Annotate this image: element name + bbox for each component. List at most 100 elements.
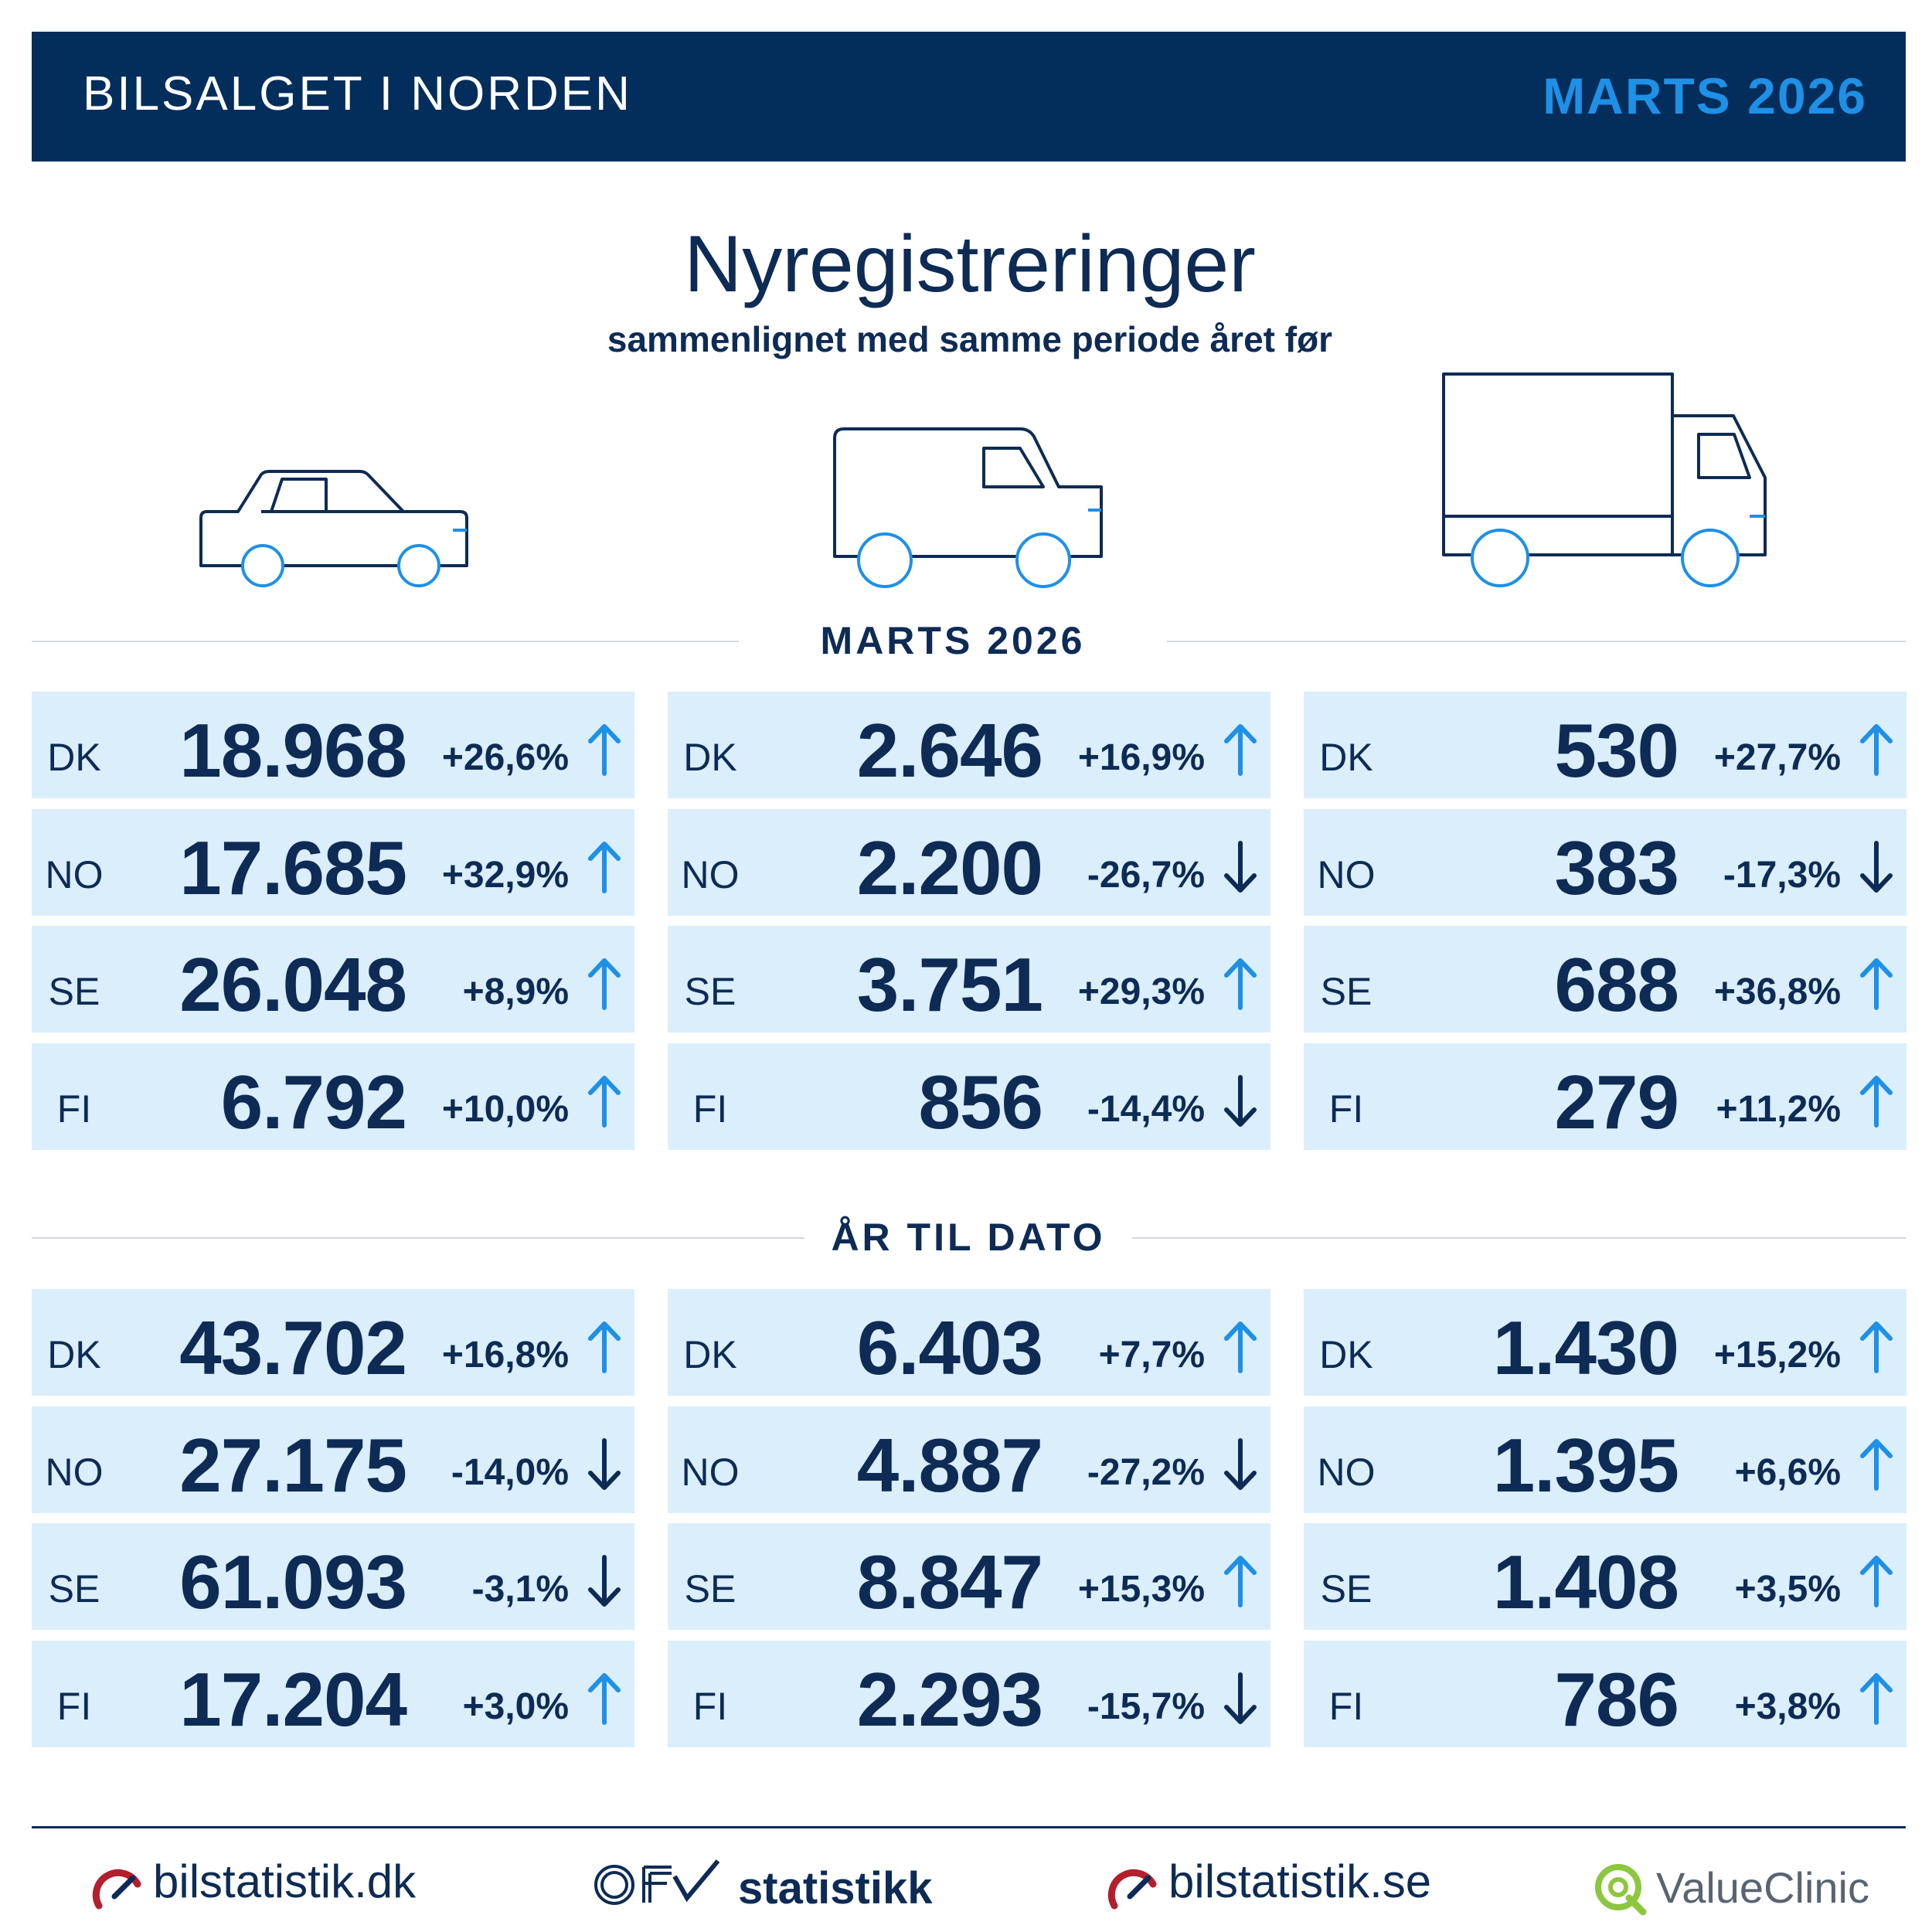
divider-rule [1132,1237,1906,1239]
registration-count: 383 [1554,825,1679,910]
stat-row: DK 1.430 +15,2% [1304,1289,1906,1396]
arrow-down-icon [1224,1075,1257,1127]
stat-row: DK 6.403 +7,7% [668,1289,1270,1396]
registration-count: 6.403 [856,1305,1043,1390]
change-percent: +26,6% [441,737,569,778]
stat-row: SE 61.093 -3,1% [32,1523,634,1630]
stat-row: FI 17.204 +3,0% [32,1641,634,1747]
registration-count: 2.293 [856,1657,1043,1742]
arrow-up-icon [1224,1556,1257,1607]
footer-logo-bilstatistik-se[interactable]: bilstatistik.se [1107,1847,1462,1917]
country-code: FI [56,1087,92,1131]
stat-row: SE 1.408 +3,5% [1304,1523,1906,1630]
arrow-up-icon [1860,1556,1893,1607]
country-code: DK [1319,1333,1373,1376]
country-code: NO [681,853,740,896]
change-percent: +15,3% [1077,1569,1205,1610]
registration-count: 18.968 [179,708,407,793]
registration-count: 27.175 [179,1423,407,1508]
registration-count: 1.408 [1492,1539,1679,1624]
country-code: FI [1328,1087,1364,1131]
stat-row: FI 786 +3,8% [1304,1641,1906,1747]
arrow-down-icon [1860,841,1893,893]
country-code: DK [1319,736,1373,779]
country-code: DK [47,1333,101,1376]
arrow-up-icon [1224,958,1257,1010]
gauge-icon [92,1869,141,1910]
country-code: SE [684,1567,736,1611]
footer-logo-text: bilstatistik.dk [153,1855,417,1907]
country-code: SE [48,970,100,1013]
country-code: FI [692,1087,728,1131]
footer-rule [32,1826,1906,1828]
country-code: DK [47,736,101,779]
change-percent: +11,2% [1716,1089,1841,1130]
registration-count: 26.048 [179,942,407,1027]
arrow-down-icon [1224,1438,1257,1490]
change-percent: +3,5% [1734,1569,1841,1610]
divider-rule [32,1237,804,1239]
footer-logo-bilstatistik-dk[interactable]: bilstatistik.dk [91,1847,447,1917]
arrow-down-icon [588,1438,621,1490]
arrow-up-icon [1860,1321,1893,1373]
registration-count: 2.200 [856,825,1043,910]
ofv-logo-icon [594,1859,720,1905]
stat-row: SE 8.847 +15,3% [668,1523,1270,1630]
footer-logo-valueclinic[interactable]: ValueClinic [1590,1847,1915,1917]
change-percent: +27,7% [1713,737,1841,778]
page-subtitle: sammenlignet med samme periode året før [607,319,1333,359]
header-period: MARTS 2026 [1543,67,1867,124]
change-percent: +16,9% [1077,737,1205,778]
country-code: FI [56,1685,92,1728]
stat-row: FI 2.293 -15,7% [668,1641,1270,1747]
change-percent: +16,8% [441,1335,569,1376]
country-code: SE [1320,970,1372,1013]
country-code: NO [681,1451,740,1494]
arrow-up-icon [588,958,621,1010]
arrow-down-icon [1224,1672,1257,1724]
country-code: NO [45,1451,104,1494]
change-percent: -3,1% [471,1569,569,1610]
registration-count: 8.847 [856,1539,1043,1624]
divider-rule [1167,641,1906,642]
registration-count: 279 [1554,1060,1679,1145]
footer-logo-ofv-statistikk[interactable]: statistikk [591,1847,962,1917]
arrow-up-icon [588,1673,621,1725]
stat-row: SE 3.751 +29,3% [668,926,1270,1032]
stat-row: SE 26.048 +8,9% [32,926,634,1032]
change-percent: +15,2% [1713,1335,1841,1376]
truck-icon [1442,372,1767,587]
registration-count: 3.751 [856,942,1043,1027]
registration-count: 43.702 [179,1305,407,1390]
stat-row: NO 17.685 +32,9% [32,809,634,916]
registration-count: 17.204 [179,1657,407,1742]
gauge-icon [1107,1869,1157,1910]
footer-logo-text: statistikk [738,1863,933,1913]
stat-row: DK 2.646 +16,9% [668,692,1270,798]
change-percent: +7,7% [1098,1335,1205,1376]
stat-row: FI 279 +11,2% [1304,1043,1906,1150]
valueclinic-q-icon [1595,1864,1647,1916]
section-label-month: MARTS 2026 [820,619,1086,662]
arrow-up-icon [588,842,621,893]
stat-row: DK 18.968 +26,6% [32,692,634,798]
section-label-ytd: ÅR TIL DATO [831,1216,1106,1259]
change-percent: +32,9% [441,855,569,896]
change-percent: +3,0% [462,1686,569,1727]
registration-count: 688 [1554,942,1679,1027]
change-percent: -17,3% [1723,855,1841,896]
arrow-up-icon [1860,1439,1893,1491]
change-percent: +29,3% [1077,971,1205,1012]
country-code: NO [1317,1451,1376,1494]
country-code: DK [683,736,737,779]
arrow-up-icon [1224,724,1257,776]
stat-row: DK 43.702 +16,8% [32,1289,634,1396]
arrow-down-icon [588,1555,621,1607]
arrow-up-icon [1224,1321,1257,1373]
arrow-up-icon [1860,724,1893,776]
country-code: NO [45,853,104,896]
stat-row: NO 27.175 -14,0% [32,1406,634,1513]
registration-count: 530 [1554,708,1679,793]
change-percent: -27,2% [1087,1452,1205,1493]
divider-rule [32,641,739,642]
